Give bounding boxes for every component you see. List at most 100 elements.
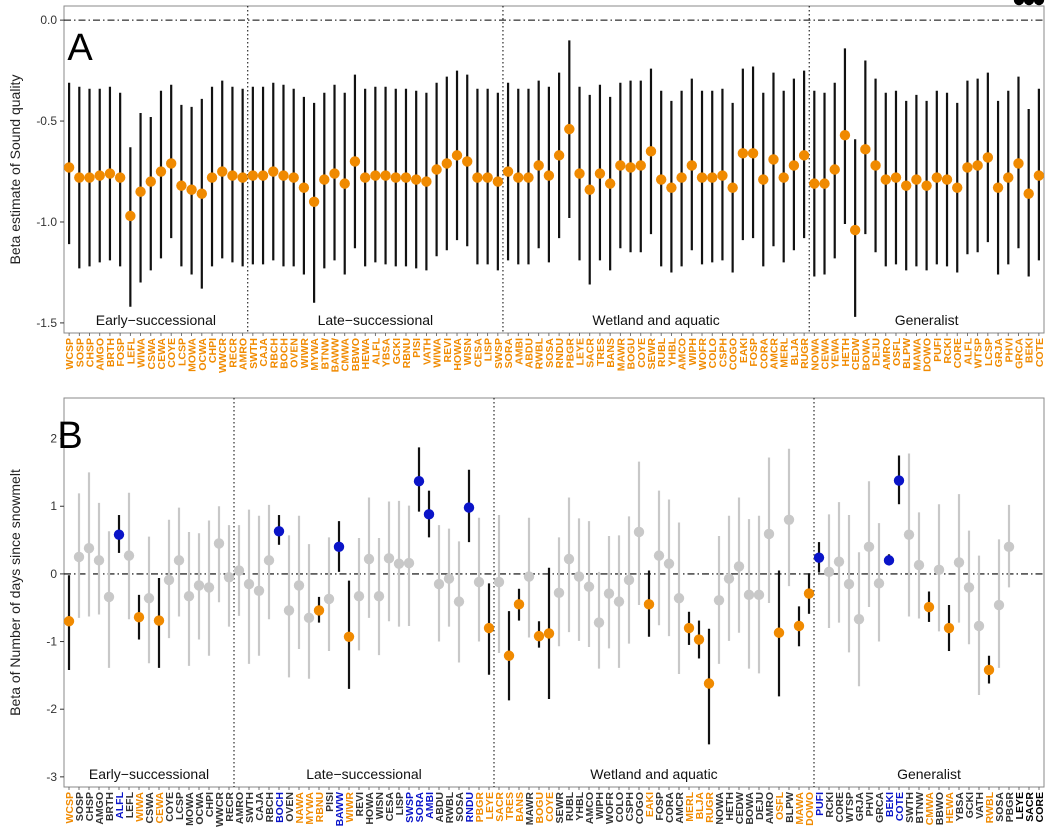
panel-b-category-label: RBCH [264,792,276,822]
panel-b-category-label: RNDU [464,792,476,822]
panel-b-estimate-point [573,571,585,582]
panel-a-estimate-point [829,164,840,175]
panel-a-category-label: BLPW [901,338,913,369]
panel-a-estimate-point [217,166,228,177]
panel-b-category-label: CSPH [624,792,636,821]
panel-b-estimate-point [323,593,335,605]
panel-b-estimate-point [383,553,395,564]
panel-b-category-label: NAWA [294,792,306,824]
panel-a-estimate-point [227,170,238,181]
panel-b-estimate-point [663,558,675,569]
panel-b-estimate-point [803,588,815,599]
panel-a-category-label: WCSP [64,338,76,370]
panel-a-chart: 0.0 -0.5 -1.0 -1.5 Beta estimate of Sound qu… [7,5,1046,373]
panel-b-estimate-point [903,529,915,540]
panel-b-category-label: WIWR [344,792,356,823]
panel-b-estimate-point [423,509,435,520]
panel-b-estimate-point [1033,0,1045,6]
panel-a-estimate-point [165,158,177,169]
panel-b-estimate-point [1023,0,1035,6]
panel-a-estimate-point [778,172,789,183]
panel-b-estimate-point [683,622,695,634]
panel-b-estimate-point [763,528,775,540]
panel-a-estimate-point [931,172,943,183]
panel-a-category-label: AMBI [513,338,525,365]
panel-b-category-label: WTSP [844,792,856,822]
panel-a-estimate-point [564,123,575,135]
panel-a-category-label: CHSP [85,338,97,367]
panel-a-estimate-point [74,172,85,183]
panel-b-chart: 2 1 0 -1 -2 -3 Beta of Number of days since sn… [7,0,1046,827]
panel-b-ytick-label: 0 [50,567,57,581]
panel-b-category-label: WIPH [594,792,606,819]
panel-b-category-label: SOSA [994,792,1006,822]
panel-b-estimate-point [583,581,595,592]
panel-a-category-label: GRJA [993,338,1005,368]
panel-a-estimate-point [533,160,544,171]
panel-b-category-label: LEYE [1014,792,1026,819]
panel-b-ytick-label: -3 [46,770,57,784]
panel-a-category-label: RUBL [656,337,668,367]
panel-a-category-label: CORA [758,338,770,369]
panel-a-estimate-point [349,156,361,167]
panel-b-estimate-point [203,582,215,593]
panel-b-category-label: MAWR [524,792,536,826]
panel-b-category-label: COGO [634,792,646,824]
panel-b-estimate-point [463,502,475,513]
panel-b-tag: B [57,415,82,457]
panel-b-estimate-point [243,578,255,590]
panel-a-estimate-point [359,172,371,183]
panel-a-estimate-point [890,172,902,183]
panel-a-estimate-point [676,172,687,183]
panel-a-category-label: ALFL [962,337,974,364]
panel-a-category-label: WIWA [432,338,444,368]
panel-a-category-label: BLJA [789,338,801,366]
panel-b-category-label: WISN [374,792,386,819]
panel-b-estimate-point [633,526,645,538]
panel-a-estimate-point [104,168,116,179]
panel-b-estimate-point [593,617,605,628]
panel-b-category-label: RWBL [984,791,996,823]
panel-a-category-label: GRCA [1013,338,1025,369]
panel-a-category-label: WTSP [973,338,985,368]
panel-a-estimate-point [339,178,350,189]
panel-b-estimate-point [703,678,715,689]
panel-a-estimate-point [798,150,810,161]
panel-a-estimate-point [635,160,646,171]
panel-b-category-label: WOFR [604,792,616,824]
panel-b-category-label: SWSP [404,792,416,823]
panel-b-category-label: COTE [894,792,906,821]
panel-a-ytick-label: -0.5 [36,114,57,128]
panel-b-category-label: SEWR [554,792,566,824]
panel-b-estimate-point [833,556,845,567]
panel-a-estimate-point [860,144,871,155]
panel-a-category-label: DOWO [922,338,934,372]
panel-a-category-label: RECR [227,338,239,368]
panel-b-category-label: MAWA [794,792,806,825]
panel-a-category-label: COYE [636,338,648,368]
panel-a-category-label: SWTH [248,338,260,369]
panel-a-category-label: WWCR [217,338,229,373]
panel-b-estimate-point [983,664,995,676]
panel-a-group-label: Late−successional [318,312,434,328]
panel-b-estimate-point [953,557,965,568]
panel-a-category-label: BRTH [105,338,117,367]
panel-b-category-label: AMRO [764,792,776,824]
panel-a-category-label: ALFL [370,337,382,364]
panel-b-category-label: TRES [504,792,516,820]
panel-b-estimate-point [1003,541,1015,553]
panel-b-estimate-point [563,553,575,565]
panel-b-estimate-point [823,566,835,578]
panel-b-y-axis-label: Beta of Number of days since snowmelt [7,469,23,716]
panel-a-tag: A [67,27,93,69]
panel-a-frame [63,5,1045,334]
panel-b-category-label: LCSP [174,792,186,820]
panel-a-category-label: BTNW [319,338,331,370]
panel-b-category-label: BTNW [914,792,926,824]
panel-a-estimate-point [717,170,728,181]
panel-b-category-label: DOWO [804,792,816,826]
panel-b-group-label: Late−successional [306,766,422,782]
panel-b-estimate-point [363,553,375,565]
panel-a-estimate-point [870,160,881,171]
panel-a-ytick-label: -1.0 [36,215,57,229]
